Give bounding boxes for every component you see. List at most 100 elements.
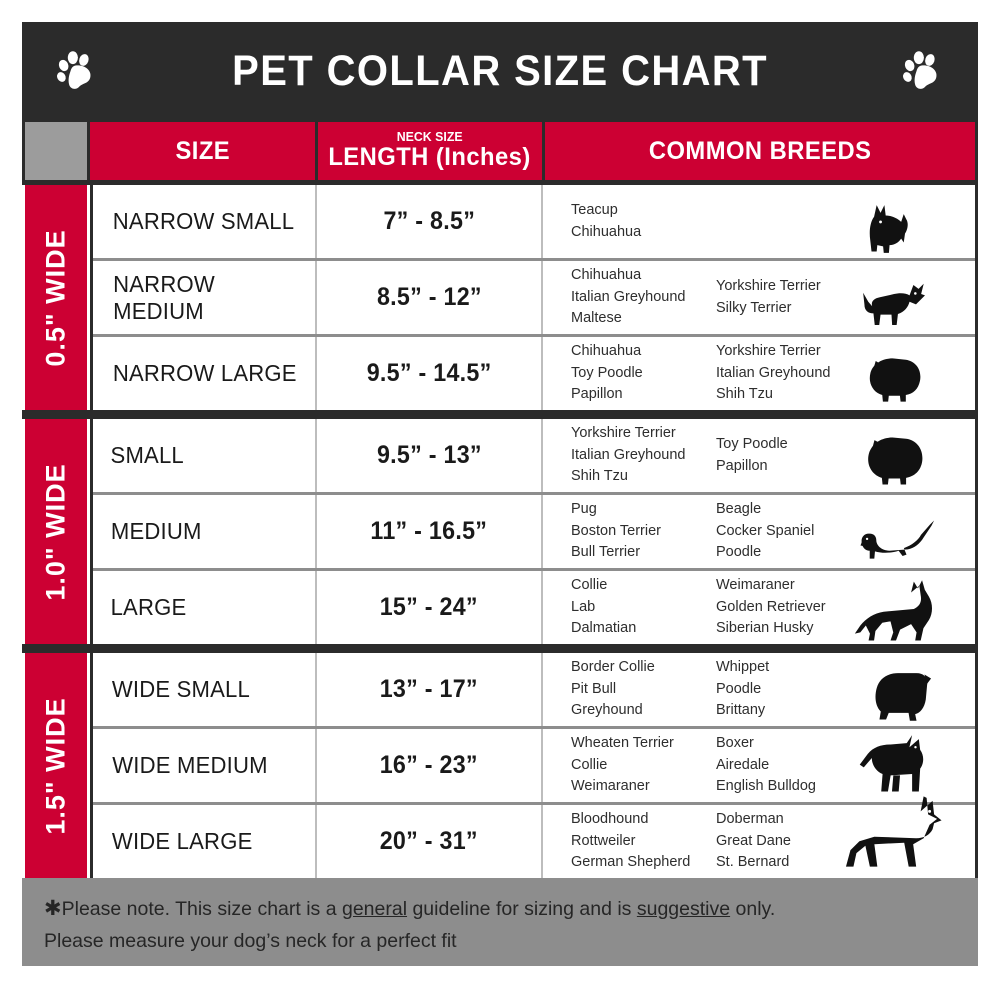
- table-header-row: SIZE NECK SIZE LENGTH (Inches) COMMON BR…: [22, 120, 978, 182]
- breed-item: Brittany: [716, 702, 766, 719]
- footer-note: ✱Please note. This size chart is a gener…: [22, 878, 978, 966]
- column-header-size-label: SIZE: [175, 136, 230, 165]
- column-header-breeds-label: COMMON BREEDS: [648, 136, 872, 165]
- row-size-cell: WIDE LARGE: [111, 828, 253, 854]
- breed-item: Bloodhound: [571, 811, 649, 828]
- breed-item: Whippet: [716, 659, 770, 676]
- breed-item: Collie: [571, 756, 608, 773]
- row-length-cell: 15” - 24”: [379, 593, 479, 621]
- breed-item: Chihuahua: [571, 267, 642, 284]
- breed-item: Cocker Spaniel: [716, 522, 815, 539]
- row-length-cell: 20” - 31”: [379, 827, 479, 855]
- column-divider: [541, 185, 543, 258]
- row-length-cell: 16” - 23”: [379, 751, 479, 779]
- group-separator: [22, 644, 978, 653]
- row-length-cell: 13” - 17”: [379, 675, 479, 703]
- group-width-label-1: 1.0" WIDE: [25, 419, 87, 644]
- row-breeds-cell: Yorkshire Terrier Italian Greyhound Shih…: [543, 419, 975, 492]
- breed-column-2: Weimaraner Golden Retriever Siberian Hus…: [716, 575, 866, 639]
- row-breeds-cell: Pug Boston Terrier Bull Terrier Beagle C…: [543, 495, 975, 568]
- breed-item: Weimaraner: [571, 778, 650, 795]
- column-divider: [315, 337, 317, 410]
- breed-item: Pug: [571, 501, 597, 518]
- column-header-neck-size-label: NECK SIZE: [397, 128, 463, 144]
- column-header-length: NECK SIZE LENGTH (Inches): [318, 122, 542, 180]
- column-divider: [315, 185, 317, 258]
- breed-item: Siberian Husky: [716, 620, 814, 637]
- page-title: PET COLLAR SIZE CHART: [232, 46, 768, 95]
- group-rows-2: WIDE SMALL 13” - 17” Border Collie Pit B…: [90, 653, 978, 878]
- footer-text-b: guideline for sizing and is: [407, 898, 637, 920]
- footer-line-2: Please measure your dog’s neck for a per…: [44, 930, 457, 953]
- breed-item: Bull Terrier: [571, 544, 641, 561]
- breed-item: Poodle: [716, 680, 762, 697]
- breed-item: Italian Greyhound: [716, 364, 831, 381]
- asterisk-icon: ✱: [44, 897, 62, 920]
- table-row[interactable]: WIDE SMALL 13” - 17” Border Collie Pit B…: [93, 653, 975, 726]
- column-divider: [541, 419, 543, 492]
- breed-item: Shih Tzu: [571, 468, 628, 485]
- column-divider: [541, 805, 543, 878]
- breed-column-2: Yorkshire Terrier Silky Terrier: [716, 276, 866, 319]
- breed-item: Airedale: [716, 756, 770, 773]
- row-size-cell: SMALL: [110, 442, 184, 468]
- row-size-cell: NARROW LARGE: [112, 360, 297, 386]
- table-row[interactable]: LARGE 15” - 24” Collie Lab Dalmatian Wei…: [93, 568, 975, 644]
- row-size-cell: WIDE MEDIUM: [112, 752, 268, 778]
- row-size-cell: NARROW MEDIUM: [113, 270, 215, 324]
- breed-item: Maltese: [571, 310, 622, 327]
- breed-item: Boxer: [716, 735, 754, 752]
- breed-column-2: Yorkshire Terrier Italian Greyhound Shih…: [716, 341, 866, 405]
- table-row[interactable]: NARROW LARGE 9.5” - 14.5” Chihuahua Toy …: [93, 334, 975, 410]
- breed-column-1: Wheaten Terrier Collie Weimaraner: [571, 733, 716, 797]
- table-row[interactable]: MEDIUM 11” - 16.5” Pug Boston Terrier Bu…: [93, 492, 975, 568]
- breed-item: Teacup: [571, 202, 618, 219]
- column-divider: [541, 653, 543, 726]
- table-row[interactable]: SMALL 9.5” - 13” Yorkshire Terrier Itali…: [93, 419, 975, 492]
- footer-line-1: ✱Please note. This size chart is a gener…: [44, 892, 956, 926]
- breed-column-1: Border Collie Pit Bull Greyhound: [571, 657, 716, 721]
- breed-item: Rottweiler: [571, 832, 636, 849]
- group-separator: [22, 410, 978, 419]
- column-divider: [315, 653, 317, 726]
- breed-column-1: Bloodhound Rottweiler German Shepherd: [571, 809, 716, 873]
- chart-header: PET COLLAR SIZE CHART: [22, 22, 978, 120]
- table-row[interactable]: WIDE MEDIUM 16” - 23” Wheaten Terrier Co…: [93, 726, 975, 802]
- breed-column-2: Beagle Cocker Spaniel Poodle: [716, 499, 866, 563]
- breed-item: Yorkshire Terrier: [716, 343, 821, 360]
- breed-item: Toy Poodle: [571, 364, 643, 381]
- breed-item: Beagle: [716, 501, 762, 518]
- breed-item: Shih Tzu: [716, 386, 773, 403]
- breed-item: Chihuahua: [571, 223, 642, 240]
- breed-item: Poodle: [716, 544, 762, 561]
- row-breeds-cell: Teacup Chihuahua: [543, 185, 975, 258]
- footer-underline-suggestive: suggestive: [636, 898, 731, 920]
- breed-item: Toy Poodle: [716, 436, 788, 453]
- breed-column-2: Whippet Poodle Brittany: [716, 657, 866, 721]
- breed-column-1: Yorkshire Terrier Italian Greyhound Shih…: [571, 423, 716, 487]
- footer-text-c: only.: [730, 898, 776, 920]
- breed-item: Greyhound: [571, 702, 643, 719]
- yorkshire-terrier-silhouette-icon: [821, 185, 971, 258]
- column-divider: [541, 337, 543, 410]
- table-row[interactable]: NARROW SMALL 7” - 8.5” Teacup Chihuahua: [93, 185, 975, 258]
- breed-column-1: Chihuahua Toy Poodle Papillon: [571, 341, 716, 405]
- table-row[interactable]: WIDE LARGE 20” - 31” Bloodhound Rottweil…: [93, 796, 975, 878]
- group-width-label-text: 1.0" WIDE: [40, 462, 71, 601]
- breed-column-1: Chihuahua Italian Greyhound Maltese: [571, 265, 716, 329]
- breed-column-1: Collie Lab Dalmatian: [571, 575, 716, 639]
- row-breeds-cell: Collie Lab Dalmatian Weimaraner Golden R…: [543, 571, 975, 644]
- breed-item: Collie: [571, 577, 608, 594]
- column-header-breeds: COMMON BREEDS: [545, 122, 975, 180]
- breed-item: Italian Greyhound: [571, 446, 686, 463]
- row-length-cell: 11” - 16.5”: [370, 517, 488, 545]
- breed-column-1: Teacup Chihuahua: [571, 200, 716, 243]
- paw-print-icon: [900, 48, 946, 94]
- column-divider: [541, 495, 543, 568]
- row-breeds-cell: Wheaten Terrier Collie Weimaraner Boxer …: [543, 729, 975, 802]
- row-breeds-cell: Chihuahua Italian Greyhound Maltese York…: [543, 261, 975, 334]
- column-divider: [315, 419, 317, 492]
- breed-item: Papillon: [571, 386, 623, 403]
- table-row[interactable]: NARROW MEDIUM 8.5” - 12” Chihuahua Itali…: [93, 258, 975, 334]
- breed-column-2: Doberman Great Dane St. Bernard: [716, 809, 866, 873]
